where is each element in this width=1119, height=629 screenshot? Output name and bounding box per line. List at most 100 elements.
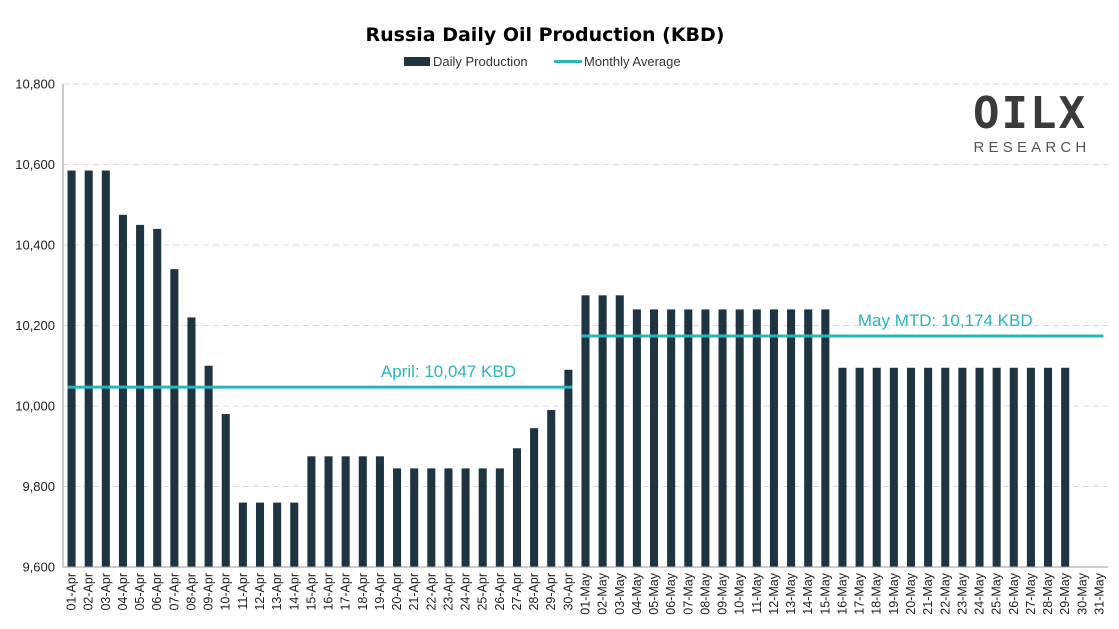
x-tick-label: 15-Apr [304, 573, 318, 611]
bar-21-Apr [410, 468, 419, 567]
x-tick-label: 22-Apr [424, 573, 438, 611]
bar-28-Apr [530, 428, 539, 567]
april-average-label: April: 10,047 KBD [381, 362, 516, 381]
bar-04-May [632, 309, 641, 567]
x-tick-label: 04-Apr [116, 573, 130, 611]
x-tick-label: 06-Apr [150, 573, 164, 611]
x-tick-label: 29-May [1058, 572, 1072, 614]
x-tick-label: 11-May [750, 572, 764, 614]
x-tick-label: 24-Apr [459, 573, 473, 611]
bar-02-Apr [84, 170, 93, 567]
y-tick-label: 10,400 [15, 238, 55, 253]
bar-07-May [684, 309, 693, 567]
y-tick-label: 10,600 [15, 157, 55, 172]
chart-title: Russia Daily Oil Production (KBD) [365, 24, 724, 46]
bar-10-May [735, 309, 744, 567]
bar-29-May [1061, 367, 1070, 567]
x-tick-label: 27-Apr [510, 573, 524, 611]
bar-20-May [906, 367, 916, 567]
x-tick-label: 06-May [664, 572, 678, 614]
bar-07-Apr [170, 269, 179, 567]
x-tick-label: 13-Apr [270, 573, 284, 611]
x-tick-label: 20-Apr [390, 573, 404, 611]
x-tick-label: 23-May [955, 572, 969, 614]
x-tick-label: 20-May [904, 572, 918, 614]
x-tick-label: 08-Apr [184, 573, 198, 611]
x-tick-label: 01-May [579, 572, 593, 614]
y-axis-ticks: 9,600 9,800 10,000 10,200 10,400 10,600 10,800 [15, 77, 55, 575]
x-tick-label: 10-Apr [219, 573, 233, 611]
annotations: April: 10,047 KBD May MTD: 10,174 KBD [381, 311, 1033, 381]
x-tick-label: 16-May [835, 572, 849, 614]
bar-26-May [1009, 367, 1018, 567]
x-tick-label: 03-May [613, 572, 627, 614]
bar-15-Apr [307, 456, 316, 567]
bar-05-May [649, 309, 659, 567]
bar-12-May [769, 309, 778, 567]
y-tick-label: 9,800 [22, 479, 55, 494]
x-tick-label: 21-Apr [407, 573, 421, 611]
x-tick-label: 13-May [784, 572, 798, 614]
bar-16-May [838, 367, 847, 567]
x-tick-label: 23-Apr [441, 573, 455, 611]
bar-09-Apr [204, 365, 213, 567]
y-tick-label: 10,200 [15, 318, 55, 333]
logo-mark: OILX [973, 88, 1087, 139]
x-tick-label: 26-Apr [493, 573, 507, 611]
bar-21-May [924, 367, 933, 567]
x-tick-label: 24-May [973, 572, 987, 614]
bar-22-May [941, 367, 950, 567]
bar-19-Apr [375, 456, 384, 567]
bar-16-Apr [324, 456, 333, 567]
x-tick-label: 26-May [1007, 572, 1021, 614]
bar-12-Apr [255, 502, 265, 567]
x-tick-label: 04-May [630, 572, 644, 614]
y-tick-label: 10,000 [15, 399, 55, 414]
x-tick-label: 17-May [853, 572, 867, 614]
bar-24-May [975, 367, 984, 567]
may-average-label: May MTD: 10,174 KBD [858, 311, 1033, 330]
bar-13-Apr [273, 502, 282, 567]
x-tick-label: 22-May [938, 572, 952, 614]
bar-03-May [615, 295, 624, 567]
y-tick-label: 9,600 [22, 560, 55, 575]
bar-20-Apr [393, 468, 402, 567]
bar-02-May [598, 295, 607, 567]
x-tick-label: 11-Apr [236, 573, 250, 610]
bar-14-May [804, 309, 813, 567]
x-tick-label: 07-May [681, 572, 695, 614]
x-tick-label: 21-May [921, 572, 935, 614]
oilx-logo: OILX RESEARCH [973, 88, 1087, 156]
x-tick-label: 14-Apr [287, 573, 301, 611]
x-tick-label: 10-May [733, 572, 747, 614]
bar-01-Apr [67, 170, 76, 567]
bar-11-Apr [238, 502, 247, 567]
bar-18-Apr [358, 456, 367, 567]
x-tick-label: 17-Apr [339, 573, 353, 611]
x-tick-label: 09-May [716, 572, 730, 614]
x-axis-ticks: 01-Apr 02-Apr 03-Apr 04-Apr 05-Apr 06-Apr 07-A… [65, 572, 1107, 614]
x-tick-label: 30-Apr [561, 573, 575, 611]
legend-label-daily-production: Daily Production [433, 54, 528, 69]
x-tick-label: 05-Apr [133, 573, 147, 611]
bar-01-May [581, 295, 590, 567]
x-tick-label: 07-Apr [167, 573, 181, 611]
x-tick-label: 28-May [1041, 572, 1055, 614]
bar-13-May [787, 309, 796, 567]
bar-29-Apr [547, 410, 556, 567]
bar-10-Apr [221, 414, 230, 567]
bar-04-Apr [118, 214, 127, 567]
x-tick-label: 14-May [801, 572, 815, 614]
monthly-average-lines [67, 334, 1104, 389]
bar-18-May [872, 367, 881, 567]
bar-23-Apr [444, 468, 453, 567]
x-tick-label: 18-May [870, 572, 884, 614]
bars [67, 170, 1070, 567]
x-tick-label: 02-May [596, 572, 610, 614]
x-tick-label: 29-Apr [544, 573, 558, 611]
bar-25-May [992, 367, 1001, 567]
bar-06-Apr [153, 228, 162, 567]
legend-bar-swatch [404, 57, 430, 66]
bar-26-Apr [495, 468, 504, 567]
